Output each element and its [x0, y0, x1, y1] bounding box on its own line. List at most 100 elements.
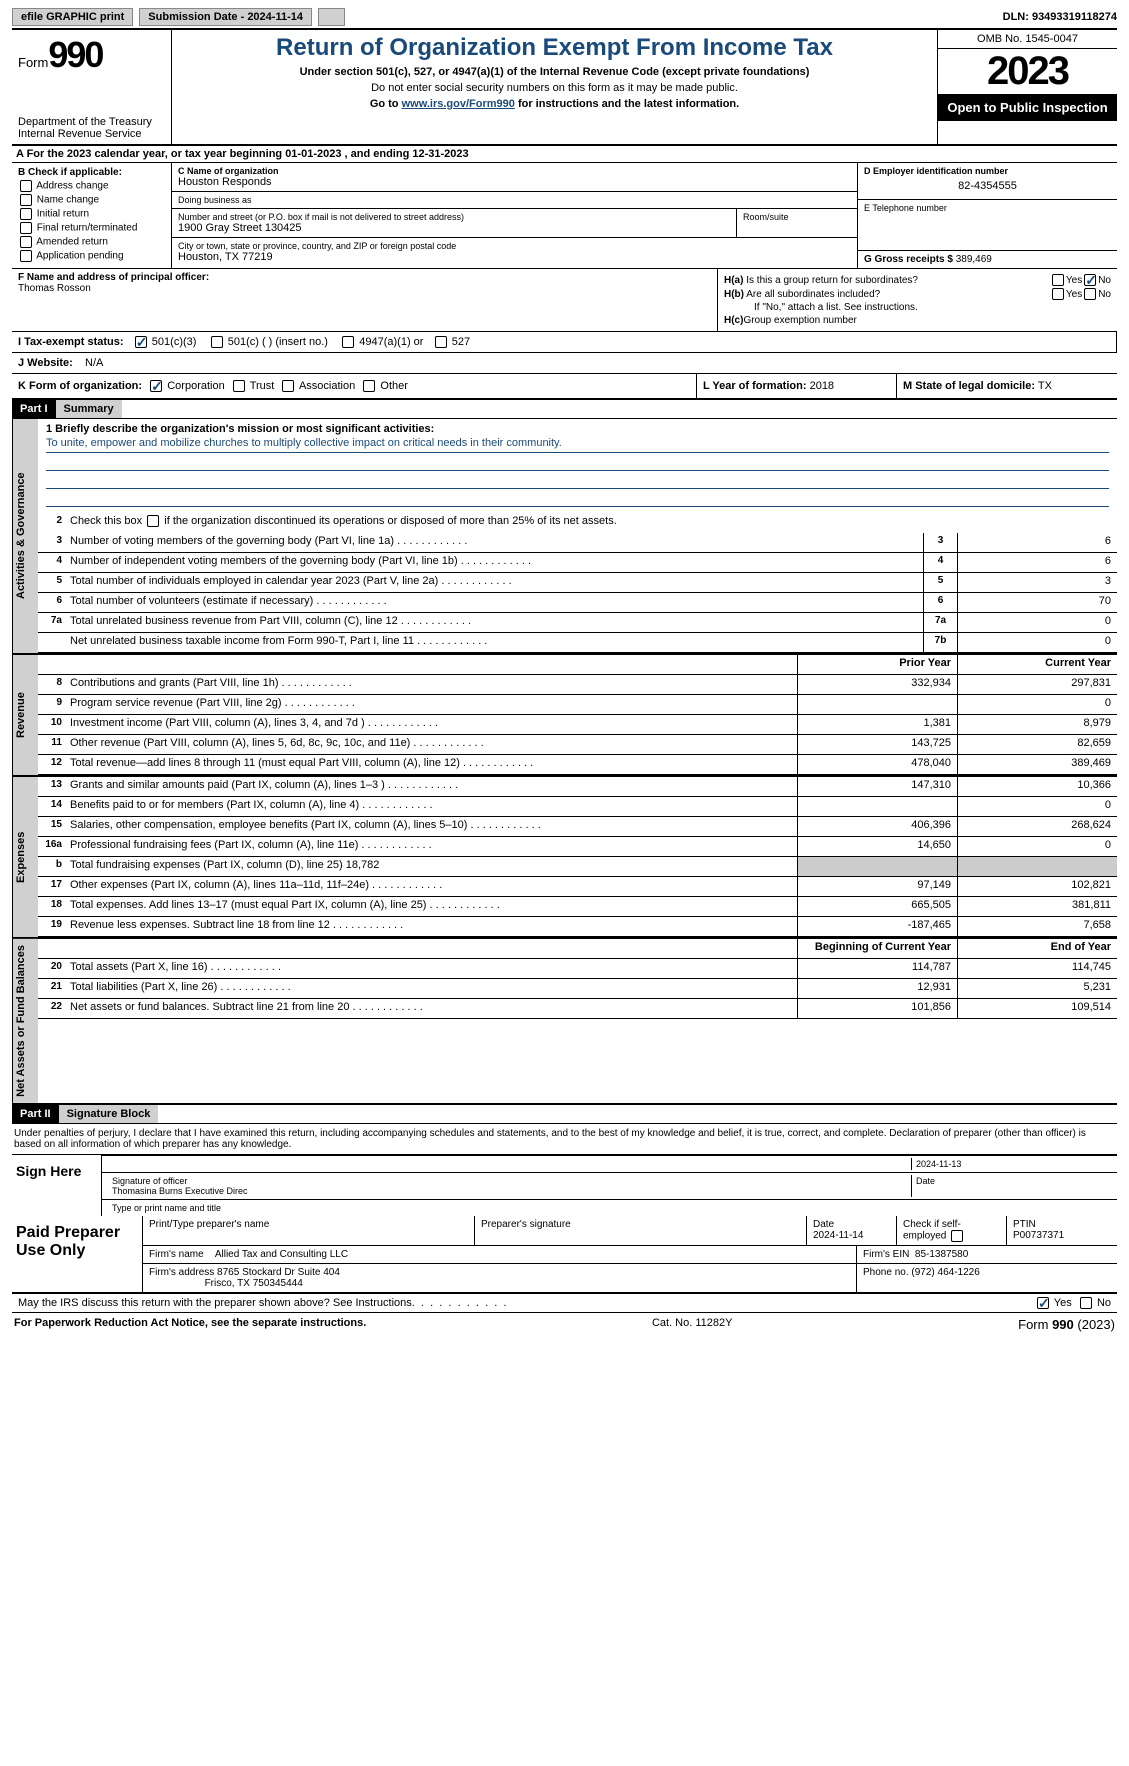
form-title: Return of Organization Exempt From Incom…: [180, 34, 929, 62]
summary-row: 22Net assets or fund balances. Subtract …: [38, 999, 1117, 1019]
website: N/A: [85, 357, 103, 369]
omb-number: OMB No. 1545-0047: [938, 30, 1117, 49]
submission-date: Submission Date - 2024-11-14: [139, 8, 312, 26]
box-deg: D Employer identification number 82-4354…: [857, 163, 1117, 268]
discuss-no-checkbox[interactable]: [1080, 1297, 1092, 1309]
gross-receipts: 389,469: [956, 254, 992, 265]
assets-section: Net Assets or Fund Balances Beginning of…: [12, 939, 1117, 1105]
revenue-section: Revenue Prior YearCurrent Year 8Contribu…: [12, 655, 1117, 777]
summary-row: 20Total assets (Part X, line 16)114,7871…: [38, 959, 1117, 979]
firm-name: Allied Tax and Consulting LLC: [215, 1249, 348, 1260]
line-a: A For the 2023 calendar year, or tax yea…: [12, 146, 1117, 163]
ha-yes-checkbox[interactable]: [1052, 274, 1064, 286]
summary-row: 12Total revenue—add lines 8 through 11 (…: [38, 755, 1117, 775]
checkbox-final[interactable]: [20, 222, 32, 234]
summary-row: 19Revenue less expenses. Subtract line 1…: [38, 917, 1117, 937]
open-to-public: Open to Public Inspection: [938, 94, 1117, 121]
mission-text: To unite, empower and mobilize churches …: [46, 437, 1109, 453]
summary-row: 11Other revenue (Part VIII, column (A), …: [38, 735, 1117, 755]
firm-addr1: 8765 Stockard Dr Suite 404: [217, 1267, 340, 1278]
fgh-row: F Name and address of principal officer:…: [12, 269, 1117, 332]
year-formation: 2018: [810, 380, 834, 392]
governance-section: Activities & Governance 1 Briefly descri…: [12, 419, 1117, 655]
self-employed-checkbox[interactable]: [951, 1230, 963, 1242]
discuss-yes-checkbox[interactable]: [1037, 1297, 1049, 1309]
info-section: B Check if applicable: Address change Na…: [12, 163, 1117, 269]
form-note: Do not enter social security numbers on …: [180, 82, 929, 94]
sig-date: 2024-11-13: [911, 1158, 1111, 1170]
assoc-checkbox[interactable]: [282, 380, 294, 392]
501c3-checkbox[interactable]: [135, 336, 147, 348]
form990-link[interactable]: www.irs.gov/Form990: [402, 98, 515, 110]
summary-row: 6Total number of volunteers (estimate if…: [38, 593, 1117, 613]
row-j: J Website: N/A: [12, 353, 1117, 374]
summary-row: 16aProfessional fundraising fees (Part I…: [38, 837, 1117, 857]
ein: 82-4354555: [864, 176, 1111, 196]
paid-preparer-block: Paid Preparer Use Only Print/Type prepar…: [12, 1216, 1117, 1294]
firm-ein: 85-1387580: [915, 1249, 968, 1260]
summary-row: 13Grants and similar amounts paid (Part …: [38, 777, 1117, 797]
vtab-revenue: Revenue: [12, 655, 38, 775]
line2-checkbox[interactable]: [147, 515, 159, 527]
summary-row: 4Number of independent voting members of…: [38, 553, 1117, 573]
501c-checkbox[interactable]: [211, 336, 223, 348]
summary-row: 21Total liabilities (Part X, line 26)12,…: [38, 979, 1117, 999]
form-number: Form990: [18, 34, 165, 76]
summary-row: bTotal fundraising expenses (Part IX, co…: [38, 857, 1117, 877]
officer-name: Thomas Rosson: [18, 283, 711, 294]
part2-header: Part IISignature Block: [12, 1105, 1117, 1124]
checkbox-address[interactable]: [20, 180, 32, 192]
checkbox-initial[interactable]: [20, 208, 32, 220]
summary-row: 5Total number of individuals employed in…: [38, 573, 1117, 593]
dln: DLN: 93493319118274: [1003, 11, 1117, 23]
blank-button: [318, 8, 345, 26]
form-subtitle: Under section 501(c), 527, or 4947(a)(1)…: [180, 66, 929, 78]
goto-line: Go to www.irs.gov/Form990 for instructio…: [180, 98, 929, 110]
summary-row: 17Other expenses (Part IX, column (A), l…: [38, 877, 1117, 897]
row-klm: K Form of organization: Corporation Trus…: [12, 374, 1117, 400]
box-h: H(a) Is this a group return for subordin…: [717, 269, 1117, 331]
box-f: F Name and address of principal officer:…: [12, 269, 717, 331]
org-name: Houston Responds: [178, 176, 851, 188]
perjury-text: Under penalties of perjury, I declare th…: [12, 1124, 1117, 1154]
ha-no-checkbox[interactable]: [1084, 274, 1096, 286]
firm-phone: (972) 464-1226: [911, 1267, 979, 1278]
hb-no-checkbox[interactable]: [1084, 288, 1096, 300]
checkbox-pending[interactable]: [20, 250, 32, 262]
vtab-governance: Activities & Governance: [12, 419, 38, 653]
summary-row: 9Program service revenue (Part VIII, lin…: [38, 695, 1117, 715]
4947-checkbox[interactable]: [342, 336, 354, 348]
vtab-assets: Net Assets or Fund Balances: [12, 939, 38, 1103]
summary-row: Net unrelated business taxable income fr…: [38, 633, 1117, 653]
summary-row: 10Investment income (Part VIII, column (…: [38, 715, 1117, 735]
summary-row: 8Contributions and grants (Part VIII, li…: [38, 675, 1117, 695]
footer: For Paperwork Reduction Act Notice, see …: [12, 1313, 1117, 1336]
hb-yes-checkbox[interactable]: [1052, 288, 1064, 300]
prep-date: 2024-11-14: [813, 1230, 890, 1241]
ptin: P00737371: [1013, 1230, 1111, 1241]
527-checkbox[interactable]: [435, 336, 447, 348]
box-b: B Check if applicable: Address change Na…: [12, 163, 172, 268]
tax-year: 2023: [938, 49, 1117, 94]
row-i: I Tax-exempt status: 501(c)(3) 501(c) ( …: [12, 332, 1117, 353]
checkbox-name[interactable]: [20, 194, 32, 206]
checkbox-amended[interactable]: [20, 236, 32, 248]
dept-treasury: Department of the Treasury: [18, 116, 165, 128]
street: 1900 Gray Street 130425: [178, 222, 730, 234]
discuss-row: May the IRS discuss this return with the…: [12, 1294, 1117, 1313]
summary-row: 7aTotal unrelated business revenue from …: [38, 613, 1117, 633]
efile-button[interactable]: efile GRAPHIC print: [12, 8, 133, 26]
box-c: C Name of organization Houston Responds …: [172, 163, 857, 268]
summary-row: 15Salaries, other compensation, employee…: [38, 817, 1117, 837]
summary-row: 18Total expenses. Add lines 13–17 (must …: [38, 897, 1117, 917]
irs-label: Internal Revenue Service: [18, 128, 165, 140]
city: Houston, TX 77219: [178, 251, 851, 263]
officer-signature: Thomasina Burns Executive Direc: [112, 1186, 907, 1196]
other-checkbox[interactable]: [363, 380, 375, 392]
top-bar: efile GRAPHIC print Submission Date - 20…: [12, 8, 1117, 30]
sign-here-block: Sign Here 2024-11-13 Signature of office…: [12, 1154, 1117, 1216]
corp-checkbox[interactable]: [150, 380, 162, 392]
trust-checkbox[interactable]: [233, 380, 245, 392]
expenses-section: Expenses 13Grants and similar amounts pa…: [12, 777, 1117, 939]
summary-row: 14Benefits paid to or for members (Part …: [38, 797, 1117, 817]
